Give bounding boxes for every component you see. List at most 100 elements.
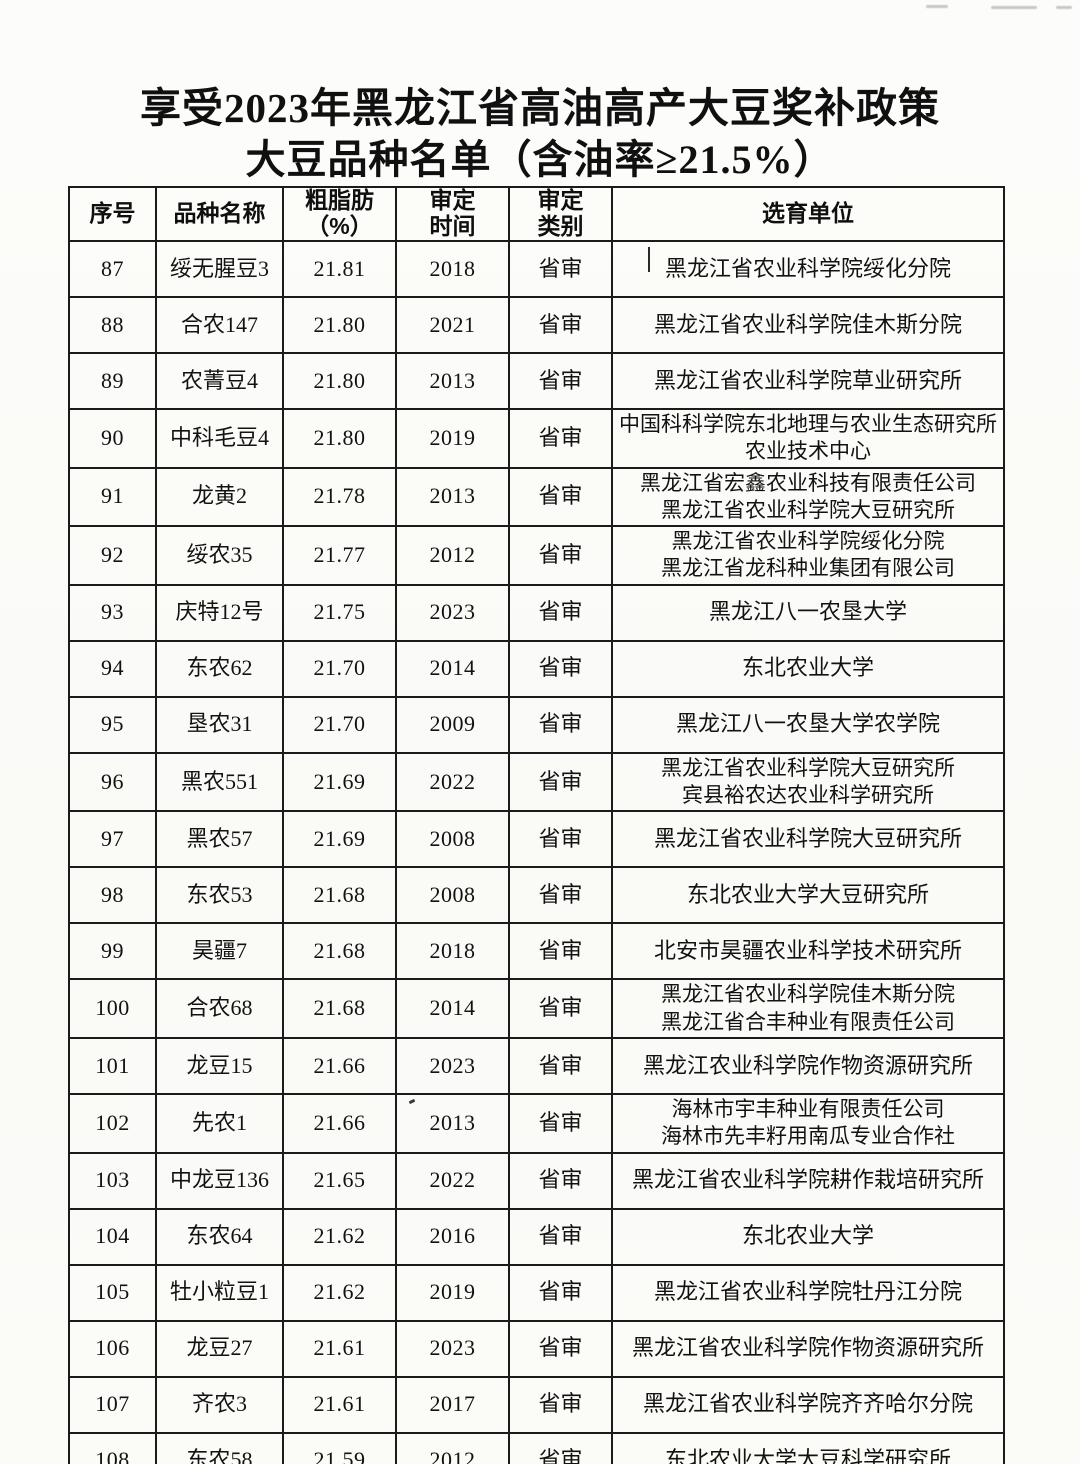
cell-serial-number: 87 bbox=[68, 240, 157, 298]
cell-approval-year: 2009 bbox=[395, 695, 510, 754]
cell-breeding-unit: 东北农业大学大豆科学研究所 bbox=[611, 1431, 1005, 1464]
cell-approval-type: 省审 bbox=[508, 466, 613, 528]
cell-approval-type: 省审 bbox=[508, 695, 613, 754]
table-row: 105 牡小粒豆1 21.62 2019 省审 黑龙江省农业科学院牡丹江分院 bbox=[68, 1263, 1005, 1322]
cell-variety-name: 绥无腥豆3 bbox=[155, 240, 284, 298]
cell-crude-fat: 21.62 bbox=[282, 1263, 397, 1322]
cell-approval-year: 2018 bbox=[395, 922, 510, 981]
cell-variety-name: 黑农57 bbox=[155, 810, 284, 869]
cell-breeding-unit: 黑龙江省宏鑫农业科技有限责任公司 黑龙江省农业科学院大豆研究所 bbox=[611, 466, 1005, 528]
cell-approval-year: 2013 bbox=[395, 466, 510, 528]
cell-serial-number: 103 bbox=[68, 1151, 157, 1210]
cell-approval-type: 省审 bbox=[508, 1375, 613, 1434]
cell-variety-name: 龙黄2 bbox=[155, 466, 284, 528]
cell-breeding-unit: 黑龙江八一农垦大学 bbox=[611, 583, 1005, 642]
scan-smudge bbox=[1056, 6, 1072, 9]
table-row: 96 黑农551 21.69 2022 省审 黑龙江省农业科学院大豆研究所 宾县… bbox=[68, 751, 1005, 813]
cell-serial-number: 101 bbox=[68, 1036, 157, 1095]
cell-approval-type: 省审 bbox=[508, 583, 613, 642]
table-row: 108 东农58 21.59 2012 省审 东北农业大学大豆科学研究所 bbox=[68, 1431, 1005, 1464]
cell-approval-type: 省审 bbox=[508, 1431, 613, 1464]
cell-serial-number: 88 bbox=[68, 296, 157, 354]
cell-crude-fat: 21.80 bbox=[282, 352, 397, 410]
cell-variety-name: 中龙豆136 bbox=[155, 1151, 284, 1210]
variety-table: 序号 品种名称 粗脂肪 （%） 审定 时间 审定 类别 选育单位 87 绥无腥豆… bbox=[68, 186, 1005, 1464]
table-row: 97 黑农57 21.69 2008 省审 黑龙江省农业科学院大豆研究所 bbox=[68, 810, 1005, 869]
table-row: 102 先农1 21.66 2013 省审 海林市宇丰种业有限责任公司 海林市先… bbox=[68, 1092, 1005, 1154]
cell-approval-year: 2022 bbox=[395, 751, 510, 813]
table-row: 94 东农62 21.70 2014 省审 东北农业大学 bbox=[68, 639, 1005, 698]
cell-crude-fat: 21.75 bbox=[282, 583, 397, 642]
cell-serial-number: 92 bbox=[68, 525, 157, 586]
table-row: 101 龙豆15 21.66 2023 省审 黑龙江农业科学院作物资源研究所 bbox=[68, 1036, 1005, 1095]
cell-approval-year: 2008 bbox=[395, 810, 510, 869]
cell-crude-fat: 21.70 bbox=[282, 695, 397, 754]
cell-breeding-unit: 东北农业大学 bbox=[611, 1207, 1005, 1266]
cell-approval-type: 省审 bbox=[508, 866, 613, 925]
scan-artifact-top bbox=[0, 4, 1080, 16]
cell-approval-type: 省审 bbox=[508, 978, 613, 1039]
table-row: 92 绥农35 21.77 2012 省审 黑龙江省农业科学院绥化分院 黑龙江省… bbox=[68, 525, 1005, 586]
cell-serial-number: 108 bbox=[68, 1431, 157, 1464]
cell-breeding-unit: 黑龙江省农业科学院作物资源研究所 bbox=[611, 1319, 1005, 1378]
table-row: 91 龙黄2 21.78 2013 省审 黑龙江省宏鑫农业科技有限责任公司 黑龙… bbox=[68, 466, 1005, 528]
cell-breeding-unit: 黑龙江省农业科学院大豆研究所 bbox=[611, 810, 1005, 869]
cell-breeding-unit: 黑龙江省农业科学院草业研究所 bbox=[611, 352, 1005, 410]
cell-breeding-unit: 东北农业大学 bbox=[611, 639, 1005, 698]
scan-smudge bbox=[926, 5, 948, 8]
cell-serial-number: 95 bbox=[68, 695, 157, 754]
cell-variety-name: 东农62 bbox=[155, 639, 284, 698]
cell-crude-fat: 21.68 bbox=[282, 922, 397, 981]
table-body: 87 绥无腥豆3 21.81 2018 省审 黑龙江省农业科学院绥化分院 88 … bbox=[68, 240, 1005, 1464]
table-row: 106 龙豆27 21.61 2023 省审 黑龙江省农业科学院作物资源研究所 bbox=[68, 1319, 1005, 1378]
cell-variety-name: 中科毛豆4 bbox=[155, 408, 284, 469]
cell-approval-type: 省审 bbox=[508, 352, 613, 410]
cell-approval-type: 省审 bbox=[508, 1151, 613, 1210]
cell-crude-fat: 21.69 bbox=[282, 810, 397, 869]
cell-approval-year: 2019 bbox=[395, 1263, 510, 1322]
header-no: 序号 bbox=[68, 186, 157, 242]
header-unit: 选育单位 bbox=[611, 186, 1005, 242]
title-line-1: 享受2023年黑龙江省高油高产大豆奖补政策 bbox=[140, 85, 940, 131]
table-row: 93 庆特12号 21.75 2023 省审 黑龙江八一农垦大学 bbox=[68, 583, 1005, 642]
cell-crude-fat: 21.77 bbox=[282, 525, 397, 586]
cell-crude-fat: 21.66 bbox=[282, 1036, 397, 1095]
cell-approval-type: 省审 bbox=[508, 408, 613, 469]
cell-serial-number: 94 bbox=[68, 639, 157, 698]
cell-approval-type: 省审 bbox=[508, 1319, 613, 1378]
cell-approval-year: 2012 bbox=[395, 1431, 510, 1464]
table-row: 104 东农64 21.62 2016 省审 东北农业大学 bbox=[68, 1207, 1005, 1266]
table-header: 序号 品种名称 粗脂肪 （%） 审定 时间 审定 类别 选育单位 bbox=[68, 186, 1005, 242]
cell-serial-number: 107 bbox=[68, 1375, 157, 1434]
cell-approval-type: 省审 bbox=[508, 1207, 613, 1266]
cell-serial-number: 104 bbox=[68, 1207, 157, 1266]
title-line-2: 大豆品种名单（含油率≥21.5%） bbox=[245, 137, 835, 183]
cell-serial-number: 99 bbox=[68, 922, 157, 981]
cell-breeding-unit: 黑龙江省农业科学院绥化分院 黑龙江省龙科种业集团有限公司 bbox=[611, 525, 1005, 586]
header-category: 审定 类别 bbox=[508, 186, 613, 242]
cell-approval-type: 省审 bbox=[508, 1263, 613, 1322]
cell-approval-type: 省审 bbox=[508, 1036, 613, 1095]
cell-crude-fat: 21.59 bbox=[282, 1431, 397, 1464]
cell-approval-year: 2016 bbox=[395, 1207, 510, 1266]
cell-approval-type: 省审 bbox=[508, 639, 613, 698]
table-row: 98 东农53 21.68 2008 省审 东北农业大学大豆研究所 bbox=[68, 866, 1005, 925]
cell-variety-name: 庆特12号 bbox=[155, 583, 284, 642]
cell-breeding-unit: 黑龙江省农业科学院齐齐哈尔分院 bbox=[611, 1375, 1005, 1434]
cell-breeding-unit: 海林市宇丰种业有限责任公司 海林市先丰籽用南瓜专业合作社 bbox=[611, 1092, 1005, 1154]
cell-approval-year: 2013 bbox=[395, 352, 510, 410]
cell-breeding-unit: 黑龙江农业科学院作物资源研究所 bbox=[611, 1036, 1005, 1095]
cell-breeding-unit: 黑龙江省农业科学院佳木斯分院 黑龙江省合丰种业有限责任公司 bbox=[611, 978, 1005, 1039]
cell-serial-number: 106 bbox=[68, 1319, 157, 1378]
cell-variety-name: 龙豆27 bbox=[155, 1319, 284, 1378]
cell-variety-name: 龙豆15 bbox=[155, 1036, 284, 1095]
cell-breeding-unit: 东北农业大学大豆研究所 bbox=[611, 866, 1005, 925]
cell-serial-number: 93 bbox=[68, 583, 157, 642]
cell-approval-year: 2017 bbox=[395, 1375, 510, 1434]
header-fat: 粗脂肪 （%） bbox=[282, 186, 397, 242]
cell-variety-name: 垦农31 bbox=[155, 695, 284, 754]
cell-crude-fat: 21.78 bbox=[282, 466, 397, 528]
cell-serial-number: 97 bbox=[68, 810, 157, 869]
cell-serial-number: 98 bbox=[68, 866, 157, 925]
